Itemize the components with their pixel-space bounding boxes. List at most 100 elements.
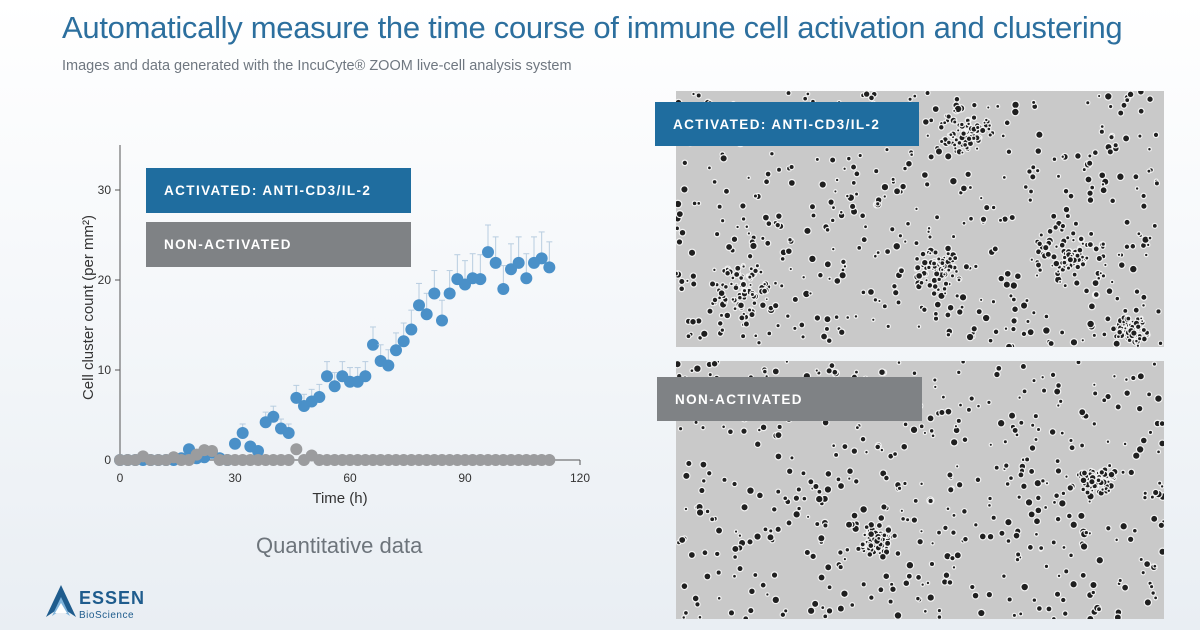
cell — [845, 155, 852, 162]
cell — [894, 550, 902, 557]
cell — [740, 503, 749, 512]
cell — [700, 424, 706, 431]
cell — [946, 303, 955, 312]
cell — [747, 606, 755, 615]
cell — [1048, 428, 1057, 436]
cell — [1018, 611, 1024, 617]
cell — [1016, 494, 1022, 500]
cell — [1116, 172, 1125, 182]
cell — [936, 614, 943, 619]
cell — [948, 176, 958, 186]
cell — [1131, 451, 1141, 460]
cell — [902, 421, 909, 428]
cell — [891, 282, 898, 290]
cell — [1148, 583, 1155, 590]
cell — [810, 212, 817, 219]
cell — [927, 497, 934, 505]
cell — [875, 250, 881, 256]
cell — [1126, 535, 1135, 544]
cell — [926, 264, 932, 271]
cell — [962, 141, 969, 148]
cell — [1113, 613, 1122, 619]
cell — [837, 549, 844, 556]
cell — [1043, 504, 1049, 510]
micrograph-label-activated: ACTIVATED: ANTI-CD3/IL-2 — [655, 102, 919, 146]
cell — [678, 277, 686, 286]
cell — [1004, 342, 1014, 347]
cell — [1106, 148, 1115, 156]
cell — [1011, 100, 1020, 110]
cell — [921, 306, 928, 314]
cell — [829, 217, 836, 224]
cell — [927, 153, 935, 161]
cell — [955, 308, 964, 316]
cell — [964, 170, 972, 179]
cell — [1060, 154, 1066, 160]
cell — [678, 535, 687, 545]
cell — [1084, 489, 1091, 496]
cell — [859, 212, 867, 220]
cell — [1033, 531, 1039, 537]
cell — [998, 529, 1006, 537]
cell — [862, 532, 868, 538]
cell — [1020, 482, 1028, 491]
cell — [768, 528, 774, 534]
cell — [713, 230, 721, 238]
cell — [1121, 583, 1130, 592]
cell — [912, 93, 918, 99]
cell — [995, 103, 1001, 109]
cell — [1156, 480, 1163, 486]
cell — [1145, 242, 1151, 248]
cell — [1123, 326, 1128, 331]
cell — [933, 214, 941, 221]
activated-point — [405, 323, 418, 336]
cell — [774, 525, 782, 534]
cell — [787, 178, 796, 187]
cell — [730, 235, 739, 244]
cell — [1086, 614, 1095, 619]
cell — [761, 213, 770, 222]
cell — [1061, 544, 1067, 550]
cell — [736, 294, 743, 301]
cell — [1064, 474, 1069, 479]
cluster-count-chart: 0 30 60 90 120 0 10 20 30 Time (h) Cell cluster co… — [80, 145, 590, 507]
cell — [1066, 484, 1075, 492]
cell — [1026, 168, 1033, 175]
cell — [739, 333, 747, 340]
cell — [932, 310, 939, 317]
cell — [854, 425, 860, 431]
cell — [965, 406, 973, 413]
cell — [760, 235, 766, 242]
cell — [1140, 569, 1146, 576]
cell — [1080, 338, 1086, 343]
cell — [844, 546, 851, 553]
cell — [1128, 264, 1138, 274]
cell — [676, 210, 684, 219]
cell — [1086, 241, 1094, 249]
cell — [678, 285, 686, 293]
cell — [787, 236, 793, 243]
cell — [1147, 429, 1154, 436]
cell — [846, 467, 854, 476]
cell — [1108, 133, 1115, 141]
cell — [825, 607, 834, 615]
cell — [1046, 227, 1054, 235]
cell — [830, 246, 836, 252]
cell — [1003, 119, 1011, 127]
activated-point — [482, 246, 494, 259]
cell — [997, 274, 1006, 283]
cell — [1084, 175, 1093, 184]
cell — [1098, 271, 1103, 276]
cell — [1053, 387, 1062, 396]
x-axis-label: Time (h) — [312, 490, 367, 507]
cell — [755, 491, 764, 500]
cell — [1126, 91, 1135, 99]
cell — [748, 310, 756, 319]
cell — [1063, 568, 1070, 575]
cell — [1104, 315, 1112, 323]
cell — [942, 280, 950, 287]
cell — [766, 533, 775, 542]
cell — [1132, 173, 1140, 181]
cell — [866, 287, 875, 297]
cell — [796, 505, 802, 512]
